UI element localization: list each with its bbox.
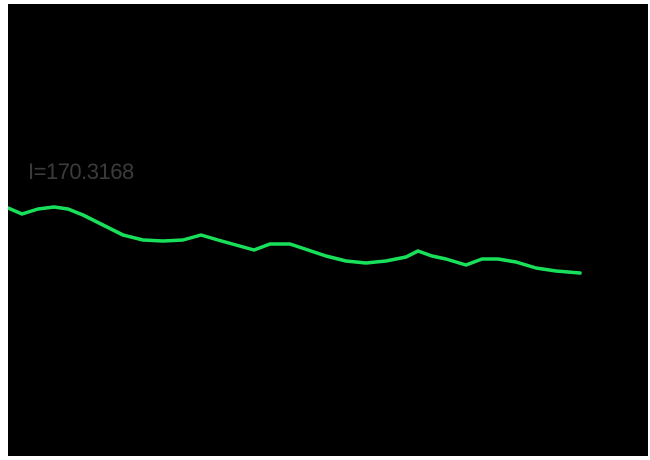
current-value-readout: I=170.3168 bbox=[28, 159, 134, 184]
series-layer bbox=[8, 205, 582, 275]
signal-plot bbox=[8, 205, 582, 275]
signal-plot-panel: I=170.3168 bbox=[8, 4, 648, 456]
series-line-0 bbox=[8, 205, 582, 275]
